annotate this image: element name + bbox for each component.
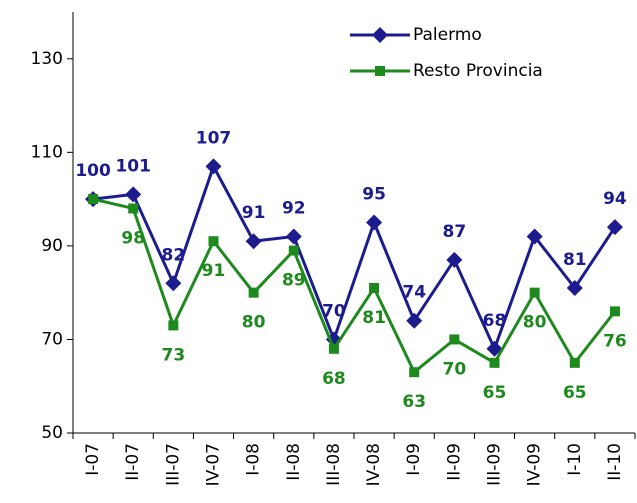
data-label: 65 — [563, 383, 587, 403]
series-line — [92, 162, 617, 353]
data-label: 107 — [196, 128, 232, 148]
x-tick-label: II-09 — [444, 443, 464, 481]
data-label: 70 — [443, 359, 467, 379]
point — [406, 312, 423, 329]
data-label: 80 — [242, 313, 266, 333]
y-tick-label: 50 — [41, 423, 63, 443]
legend-marker — [372, 27, 388, 43]
data-label: 89 — [282, 271, 306, 291]
point — [489, 357, 500, 368]
x-tick-label: II-07 — [123, 443, 143, 481]
x-tick-label: I-07 — [83, 443, 103, 476]
point — [168, 320, 179, 331]
x-tick-label: II-10 — [605, 443, 625, 481]
point — [285, 228, 302, 245]
point — [409, 367, 420, 378]
data-label: 87 — [443, 222, 467, 242]
point — [609, 306, 620, 317]
point — [165, 275, 182, 292]
point — [205, 158, 222, 175]
point — [606, 219, 623, 236]
y-tick-label: 70 — [41, 329, 63, 349]
data-label: 92 — [282, 199, 306, 219]
point — [369, 282, 380, 293]
point — [125, 186, 142, 203]
x-tick-label: IV-08 — [364, 443, 384, 486]
y-tick-label: 130 — [31, 49, 63, 69]
x-tick-label: I-08 — [244, 443, 264, 476]
x-tick-label: III-07 — [163, 443, 183, 486]
data-label: 81 — [362, 308, 386, 328]
series-line — [92, 197, 617, 375]
point — [88, 194, 99, 205]
x-tick-label: III-08 — [324, 443, 344, 486]
data-label: 76 — [603, 331, 627, 351]
data-label: 68 — [483, 311, 507, 331]
data-label: 73 — [162, 345, 186, 365]
data-label: 70 — [322, 301, 346, 321]
x-tick-label: III-09 — [485, 443, 505, 486]
x-tick-label: I-10 — [565, 443, 585, 476]
data-label: 65 — [483, 383, 507, 403]
y-tick-label: 90 — [41, 236, 63, 256]
data-label: 100 — [75, 161, 111, 181]
point — [366, 214, 383, 231]
point — [526, 228, 543, 245]
x-tick-label: IV-09 — [525, 443, 545, 486]
y-tick-label: 110 — [31, 142, 63, 162]
data-label: 68 — [322, 369, 346, 389]
point — [529, 287, 540, 298]
x-tick-label: I-09 — [404, 443, 424, 476]
data-label: 80 — [523, 313, 547, 333]
legend-marker — [375, 66, 385, 76]
data-label: 101 — [115, 156, 151, 176]
point — [566, 279, 583, 296]
data-label: 94 — [603, 189, 627, 209]
data-label: 91 — [242, 203, 266, 223]
data-label: 91 — [202, 261, 226, 281]
data-label: 95 — [362, 185, 386, 205]
legend-label: Resto Provincia — [413, 61, 543, 81]
data-label: 81 — [563, 250, 587, 270]
point — [569, 357, 580, 368]
point — [248, 287, 259, 298]
data-label: 74 — [402, 283, 426, 303]
point — [288, 245, 299, 256]
data-label: 82 — [162, 245, 186, 265]
point — [449, 334, 460, 345]
point — [446, 251, 463, 268]
point — [245, 233, 262, 250]
point — [328, 343, 339, 354]
data-label: 98 — [121, 228, 145, 248]
point — [208, 236, 219, 247]
legend-label: Palermo — [413, 25, 482, 45]
point — [486, 340, 503, 357]
x-tick-label: IV-07 — [204, 443, 224, 486]
x-tick-label: II-08 — [284, 443, 304, 481]
point — [128, 203, 139, 214]
data-label: 63 — [402, 392, 426, 412]
